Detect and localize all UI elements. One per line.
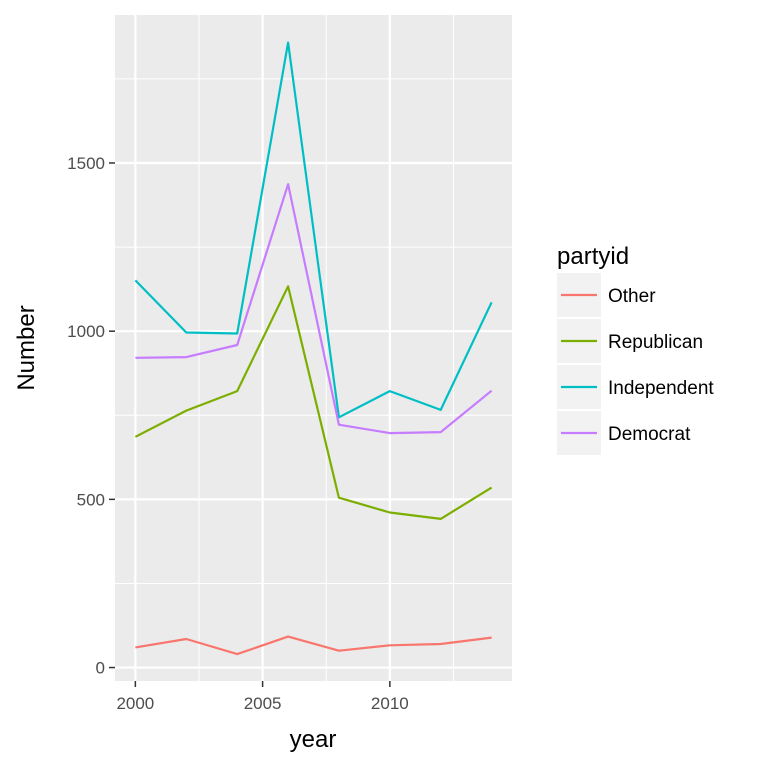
legend-label-independent: Independent xyxy=(608,378,714,399)
series-line-other xyxy=(135,635,492,656)
series-line-democrat xyxy=(135,183,493,435)
y-tick-label: 0 xyxy=(96,659,105,678)
series-line-republican xyxy=(134,285,493,521)
y-axis-title: Number xyxy=(13,305,40,390)
x-axis-title: year xyxy=(290,726,337,753)
y-tick-label: 500 xyxy=(77,490,105,509)
plot-panel xyxy=(115,15,512,681)
y-axis: 0 500 1000 1500 xyxy=(67,154,115,678)
x-tick-label: 2005 xyxy=(244,694,282,713)
x-axis: 2000 2005 2010 xyxy=(116,681,409,713)
legend: partyid Other Republican Independent Democr… xyxy=(557,243,714,455)
y-tick-label: 1000 xyxy=(67,322,105,341)
legend-label-democrat: Democrat xyxy=(608,424,691,445)
series-line-independent xyxy=(134,41,493,419)
minor-gridlines xyxy=(115,15,512,681)
legend-label-republican: Republican xyxy=(608,332,703,353)
y-tick-label: 1500 xyxy=(67,154,105,173)
x-tick-label: 2000 xyxy=(116,694,154,713)
legend-title: partyid xyxy=(557,243,629,270)
x-tick-label: 2010 xyxy=(371,694,409,713)
series-lines xyxy=(134,41,493,656)
major-gridlines xyxy=(115,15,512,681)
legend-label-other: Other xyxy=(608,286,656,307)
